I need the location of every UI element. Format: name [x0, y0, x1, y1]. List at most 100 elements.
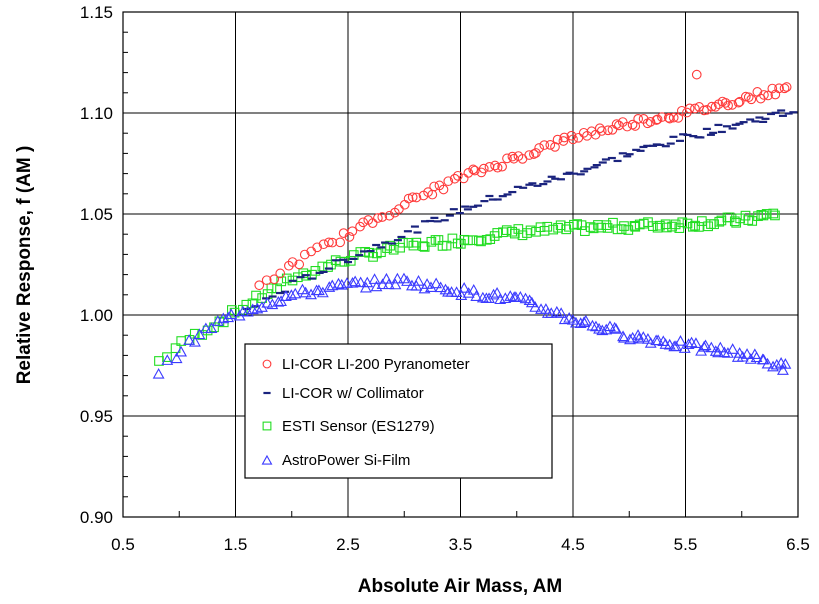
point-triangle [705, 341, 718, 353]
point-triangle [726, 343, 739, 354]
point-circle [627, 119, 638, 130]
point-square [276, 276, 287, 287]
point-circle [507, 151, 518, 162]
point-triangle [657, 335, 670, 347]
point-square [682, 218, 693, 229]
point-triangle [690, 337, 702, 348]
x-tick-label: 5.5 [674, 535, 698, 554]
point-circle [710, 101, 721, 112]
point-triangle [225, 308, 238, 320]
point-square [569, 219, 579, 230]
point-triangle [467, 284, 480, 295]
point-circle [774, 83, 784, 94]
point-triangle [578, 316, 590, 327]
point-square [247, 298, 258, 309]
point-triangle [401, 275, 413, 286]
y-tick-label: 1.10 [80, 104, 113, 123]
point-circle [767, 83, 778, 94]
point-triangle [678, 342, 691, 353]
point-circle [723, 100, 733, 111]
point-circle [429, 181, 439, 192]
legend-box [244, 343, 553, 479]
point-circle [377, 212, 388, 222]
point-triangle [523, 294, 536, 306]
point-triangle [776, 364, 789, 375]
point-square [162, 352, 172, 362]
point-triangle [359, 281, 372, 293]
point-square [525, 225, 536, 236]
point-triangle [682, 338, 695, 349]
x-tick-label: 1.5 [224, 535, 248, 554]
point-circle [743, 92, 754, 103]
plot-frame [122, 11, 799, 518]
point-triangle [709, 345, 722, 356]
y-tick-label: 0.90 [80, 508, 113, 527]
legend: LI-COR LI-200 Pyranometer LI-COR w/ Coll… [244, 343, 553, 479]
point-triangle [652, 334, 665, 346]
point-triangle [610, 323, 623, 334]
point-triangle [332, 277, 345, 289]
point-circle [611, 119, 622, 130]
point-triangle [698, 340, 711, 352]
point-square [492, 228, 503, 238]
point-triangle [335, 278, 348, 290]
point-circle [539, 140, 550, 150]
point-square [542, 221, 553, 232]
point-triangle [632, 332, 645, 344]
point-circle [684, 103, 695, 114]
point-circle [733, 97, 744, 108]
point-triangle [382, 278, 395, 290]
point-square [694, 222, 704, 232]
point-square [447, 233, 458, 244]
point-circle [324, 237, 334, 248]
point-square [709, 219, 719, 230]
point-triangle [346, 276, 359, 288]
point-circle [373, 213, 383, 223]
point-triangle [439, 283, 452, 295]
point-circle [720, 97, 731, 108]
y-axis-title: Relative Response, f (AM ) [14, 146, 35, 385]
point-circle [550, 142, 560, 152]
point-circle [254, 280, 265, 291]
point-circle [468, 164, 479, 175]
point-square [403, 237, 414, 248]
point-circle [622, 121, 633, 132]
point-circle [262, 359, 272, 369]
point-square [388, 244, 399, 255]
point-triangle [161, 354, 174, 365]
point-circle [706, 101, 717, 112]
point-circle [407, 192, 418, 203]
point-triangle [579, 314, 592, 326]
point-square [758, 210, 769, 221]
point-circle [490, 160, 500, 171]
point-circle [734, 96, 745, 107]
point-square [652, 222, 663, 233]
x-tick-label: 6.5 [786, 535, 810, 554]
point-circle [759, 90, 769, 100]
point-square [476, 236, 486, 247]
point-circle [403, 193, 414, 204]
point-square [616, 224, 627, 234]
point-triangle [741, 348, 753, 359]
point-square [251, 290, 261, 301]
tick-labels: 0.5 1.5 2.5 3.5 4.5 5.5 6.5 0.90 0.95 1.00 1.05 1.1… [80, 3, 810, 554]
series-0 [254, 69, 792, 291]
point-triangle [188, 335, 201, 347]
point-triangle [183, 334, 196, 345]
point-triangle [586, 319, 599, 331]
point-circle [294, 259, 305, 270]
point-circle [668, 112, 679, 123]
point-circle [497, 161, 507, 172]
point-square [660, 219, 671, 230]
point-triangle [525, 296, 538, 308]
point-triangle [767, 360, 779, 372]
legend-label-collimator: LI-COR w/ Collimator [282, 385, 424, 402]
point-circle [275, 268, 286, 279]
point-triangle [193, 328, 206, 340]
point-triangle [491, 286, 504, 298]
point-triangle [217, 312, 230, 324]
x-tick-label: 4.5 [561, 535, 585, 554]
point-triangle [251, 302, 264, 314]
point-square [507, 226, 518, 237]
